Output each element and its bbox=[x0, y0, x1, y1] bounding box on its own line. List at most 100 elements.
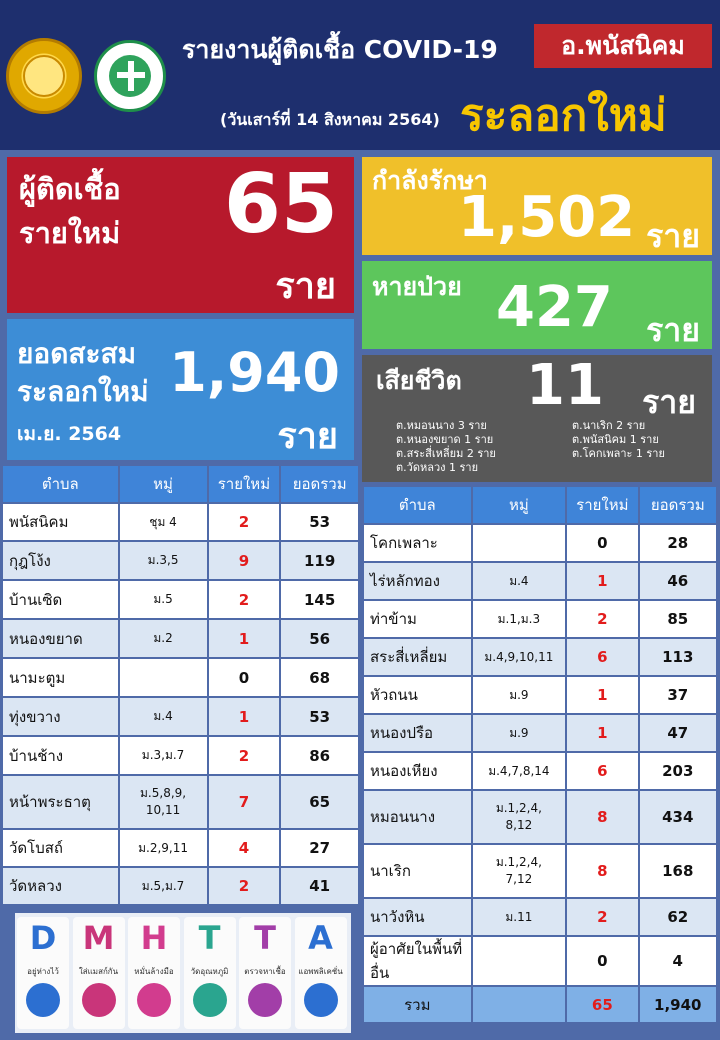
header-total: ยอดรวม bbox=[281, 466, 358, 502]
moo-cell: ม.3,5 bbox=[119, 542, 207, 579]
total-cases-cell: 28 bbox=[639, 525, 716, 561]
deaths-breakdown-item: ต.พนัสนิคม 1 ราย bbox=[572, 433, 659, 446]
deaths-breakdown-item: ต.หนองขยาด 1 ราย bbox=[396, 433, 494, 446]
deaths-breakdown-item: ต.สระสี่เหลี่ยม 2 ราย bbox=[396, 447, 496, 460]
moo-cell: ม.4 bbox=[119, 698, 207, 735]
measure-letter: D bbox=[29, 919, 57, 957]
moo-cell: ม.5,ม.7 bbox=[119, 868, 207, 904]
app-icon bbox=[303, 983, 338, 1017]
new-cases-cell: 9 bbox=[208, 542, 280, 579]
deaths-breakdown-item: ต.โคกเพลาะ 1 ราย bbox=[572, 447, 665, 460]
total-cases-cell: 113 bbox=[639, 639, 716, 675]
header-new: รายใหม่ bbox=[567, 487, 638, 523]
moo-cell: ม.5 bbox=[119, 581, 207, 618]
new-cases-cell: 2 bbox=[208, 737, 280, 774]
new-cases-value: 65 bbox=[223, 157, 338, 252]
report-date: (วันเสาร์ที่ 14 สิงหาคม 2564) bbox=[220, 110, 440, 129]
table-row: ไร่หลักทอง ม.4 1 46 bbox=[364, 563, 716, 599]
report-subtitle: ระลอกใหม่ bbox=[460, 90, 667, 141]
table-row: พนัสนิคม ชุม 4 2 53 bbox=[3, 504, 358, 540]
new-cases-cell: 4 bbox=[208, 830, 280, 866]
moo-cell bbox=[472, 525, 566, 561]
total-row: รวม 65 1,940 bbox=[364, 987, 716, 1022]
treating-value: 1,502 bbox=[458, 185, 636, 250]
tambon-cell: หมอนนาง bbox=[364, 791, 471, 843]
table-row: วัดหลวง ม.5,ม.7 2 41 bbox=[3, 868, 358, 904]
total-cases-cell: 41 bbox=[281, 868, 358, 904]
table-row: ทุ่งขวาง ม.4 1 53 bbox=[3, 698, 358, 735]
new-cases-cell: 2 bbox=[208, 868, 280, 904]
measure-letter: T bbox=[198, 919, 221, 957]
ministry-of-public-health-logo bbox=[94, 40, 166, 112]
recovered-card: หายป่วย 427 ราย bbox=[362, 261, 712, 349]
moo-cell: ม.3,ม.7 bbox=[119, 737, 207, 774]
dmhtta-measures-panel: D อยู่ห่างไว้ M ใส่แมสก์กัน H หมั่นล้างมือ T วั… bbox=[15, 913, 351, 1033]
deaths-breakdown-item: ต.นาเริก 2 ราย bbox=[572, 419, 646, 432]
new-cases-card: ผู้ติดเชื้อ รายใหม่ 65 ราย bbox=[7, 157, 354, 313]
moo-cell: ม.9 bbox=[472, 715, 566, 751]
new-cases-cell: 2 bbox=[567, 601, 638, 637]
total-cases-cell: 434 bbox=[639, 791, 716, 843]
cumulative-label-line1: ยอดสะสม bbox=[17, 337, 137, 370]
measure-caption: ตรวจหาเชื้อ bbox=[244, 967, 286, 976]
tambon-cell: นาเริก bbox=[364, 845, 471, 897]
measure-caption: อยู่ห่างไว้ bbox=[27, 967, 59, 976]
table-row: หัวถนน ม.9 1 37 bbox=[364, 677, 716, 713]
cumulative-card: ยอดสะสม ระลอกใหม่ เม.ย. 2564 1,940 ราย bbox=[7, 319, 354, 460]
cumulative-value: 1,940 bbox=[169, 341, 340, 404]
header: รายงานผู้ติดเชื้อ COVID-19 อ.พนัสนิคม (ว… bbox=[0, 0, 720, 150]
thermometer-icon bbox=[192, 983, 227, 1017]
measure-caption: แอพพลิเคชั่น bbox=[298, 967, 343, 976]
tambon-cell: ท่าข้าม bbox=[364, 601, 471, 637]
table-row: ผู้อาศัยในพื้นที่อื่น 0 4 bbox=[364, 937, 716, 985]
deaths-breakdown-left: ต.หมอนนาง 3 ราย ต.หนองขยาด 1 ราย ต.สระสี… bbox=[396, 419, 496, 475]
deaths-value: 11 bbox=[526, 353, 604, 418]
new-cases-cell: 1 bbox=[208, 620, 280, 657]
moo-cell: ม.1,2,4, 8,12 bbox=[472, 791, 566, 843]
moo-cell: ชุม 4 bbox=[119, 504, 207, 540]
new-cases-label-line1: ผู้ติดเชื้อ bbox=[19, 172, 121, 206]
table-row: หน้าพระธาตุ ม.5,8,9, 10,11 7 65 bbox=[3, 776, 358, 828]
total-cases-cell: 168 bbox=[639, 845, 716, 897]
moo-cell: ม.9 bbox=[472, 677, 566, 713]
new-cases-cell: 8 bbox=[567, 845, 638, 897]
tambon-table-right: ตำบล หมู่ รายใหม่ ยอดรวม โคกเพลาะ 0 28 ไร่ห… bbox=[362, 485, 718, 1024]
cumulative-label-line2: ระลอกใหม่ bbox=[17, 375, 149, 408]
tambon-cell: หนองเหียง bbox=[364, 753, 471, 789]
table-row: นาวังหิน ม.11 2 62 bbox=[364, 899, 716, 935]
table-row: วัดโบสถ์ ม.2,9,11 4 27 bbox=[3, 830, 358, 866]
measure-letter: T bbox=[254, 919, 276, 957]
deaths-card: เสียชีวิต 11 ราย ต.หมอนนาง 3 ราย ต.หนองข… bbox=[362, 353, 712, 482]
total-label: รวม bbox=[364, 987, 471, 1022]
measure-caption: ใส่แมสก์กัน bbox=[78, 967, 119, 976]
test-icon bbox=[248, 983, 282, 1017]
tambon-cell: วัดโบสถ์ bbox=[3, 830, 118, 866]
measure-tile: H หมั่นล้างมือ bbox=[128, 917, 180, 1029]
table-row: กุฎโง้ง ม.3,5 9 119 bbox=[3, 542, 358, 579]
new-cases-cell: 1 bbox=[567, 715, 638, 751]
tambon-cell: หนองปรือ bbox=[364, 715, 471, 751]
total-cases-cell: 46 bbox=[639, 563, 716, 599]
measure-tile: T ตรวจหาเชื้อ bbox=[239, 917, 291, 1029]
table-row: หนองปรือ ม.9 1 47 bbox=[364, 715, 716, 751]
moo-cell: ม.1,ม.3 bbox=[472, 601, 566, 637]
measure-caption: หมั่นล้างมือ bbox=[134, 967, 174, 976]
tambon-cell: ผู้อาศัยในพื้นที่อื่น bbox=[364, 937, 471, 985]
total-cases-cell: 145 bbox=[281, 581, 358, 618]
distance-icon bbox=[26, 983, 60, 1017]
measure-tile: T วัดอุณหภูมิ bbox=[183, 917, 236, 1029]
new-cases-unit: ราย bbox=[275, 266, 336, 307]
moo-cell bbox=[119, 659, 207, 696]
tambon-cell: โคกเพลาะ bbox=[364, 525, 471, 561]
recovered-label: หายป่วย bbox=[372, 272, 462, 301]
tambon-cell: กุฎโง้ง bbox=[3, 542, 118, 579]
new-cases-cell: 1 bbox=[567, 563, 638, 599]
tambon-cell: บ้านช้าง bbox=[3, 737, 118, 774]
total-cases-cell: 203 bbox=[639, 753, 716, 789]
recovered-unit: ราย bbox=[646, 311, 700, 349]
new-cases-cell: 6 bbox=[567, 639, 638, 675]
tambon-cell: ไร่หลักทอง bbox=[364, 563, 471, 599]
moo-cell: ม.4,7,8,14 bbox=[472, 753, 566, 789]
moo-cell: ม.1,2,4, 7,12 bbox=[472, 845, 566, 897]
